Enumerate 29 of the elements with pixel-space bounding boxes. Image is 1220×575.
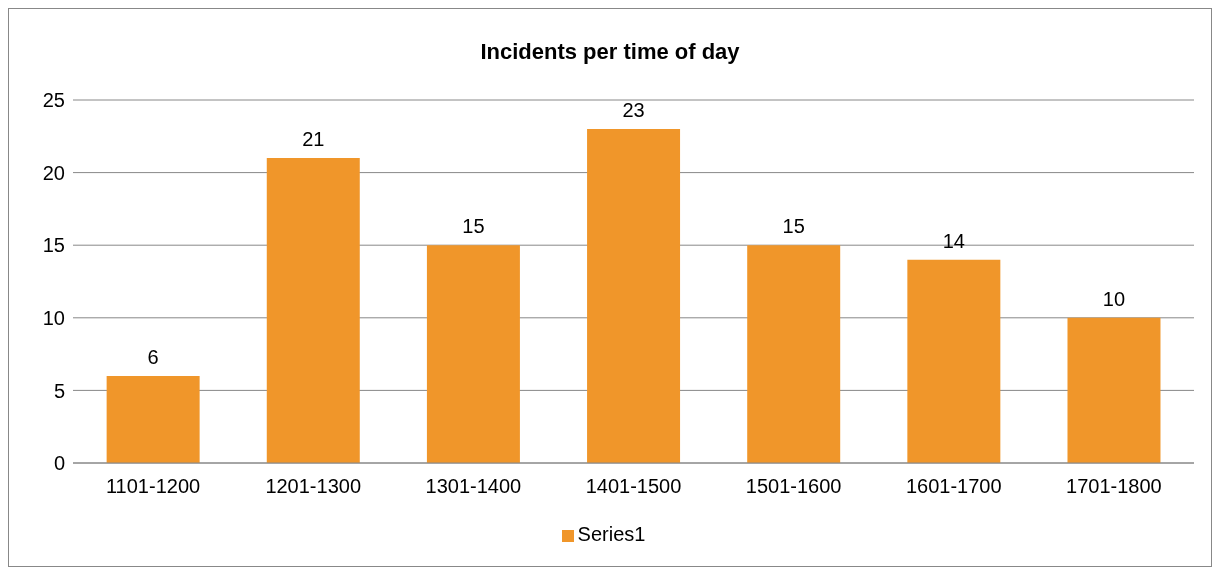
bar xyxy=(747,245,841,463)
bar xyxy=(266,158,360,463)
data-label: 21 xyxy=(302,128,325,151)
data-label: 10 xyxy=(1102,287,1126,310)
y-tick-label: 10 xyxy=(42,306,65,329)
bar xyxy=(587,129,681,463)
bar xyxy=(907,259,1001,463)
data-label: 14 xyxy=(942,229,965,252)
chart-title: Incidents per time of day xyxy=(479,39,741,65)
y-tick-label: 25 xyxy=(42,89,65,112)
bar xyxy=(426,245,520,463)
data-label: 15 xyxy=(462,215,485,238)
y-tick-label: 5 xyxy=(53,379,65,402)
x-tick-label: 1101-1200 xyxy=(105,475,201,498)
x-tick-label: 1501-1600 xyxy=(745,475,842,498)
x-tick-label: 1401-1500 xyxy=(585,475,682,498)
data-label: 6 xyxy=(147,345,159,368)
y-tick-label: 20 xyxy=(42,161,65,184)
bar xyxy=(1067,317,1161,463)
x-tick-label: 1201-1300 xyxy=(265,475,362,498)
x-tick-label: 1301-1400 xyxy=(425,475,522,498)
bar xyxy=(106,375,200,463)
data-label: 23 xyxy=(622,99,645,122)
x-tick-label: 1601-1700 xyxy=(905,475,1002,498)
y-tick-label: 0 xyxy=(53,452,65,475)
legend-label: Series1 xyxy=(577,523,646,545)
y-tick-label: 15 xyxy=(42,234,65,257)
data-label: 15 xyxy=(782,215,805,238)
x-tick-label: 1701-1800 xyxy=(1066,475,1162,498)
